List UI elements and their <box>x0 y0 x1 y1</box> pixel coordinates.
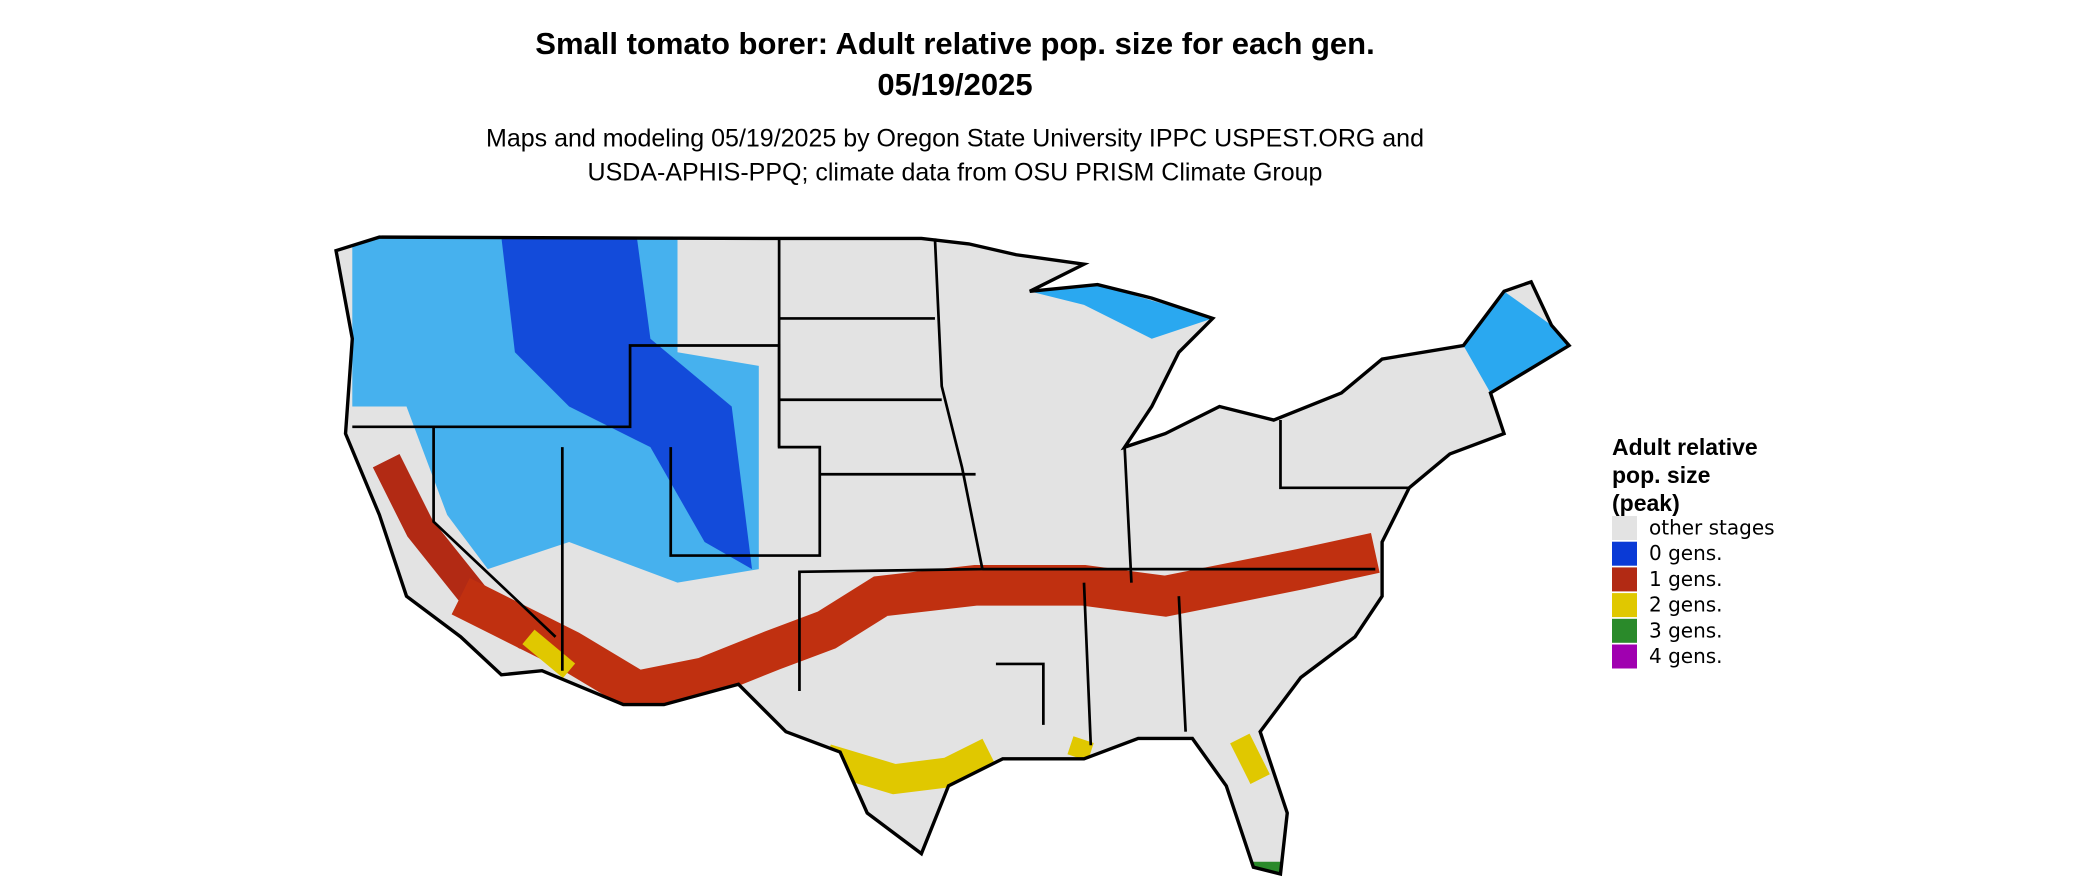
legend-label: 2 gens. <box>1649 593 1723 617</box>
us-map <box>334 235 1571 876</box>
legend-label: 0 gens. <box>1649 541 1723 565</box>
legend-title: pop. size <box>1612 462 1710 488</box>
map-title: Small tomato borer: Adult relative pop. … <box>535 26 1374 61</box>
legend-swatch <box>1612 567 1637 592</box>
legend-swatch <box>1612 618 1637 643</box>
legend-swatch <box>1612 644 1637 669</box>
legend-swatch <box>1612 593 1637 618</box>
legend-label: 3 gens. <box>1649 618 1723 642</box>
subtitle: USDA-APHIS-PPQ; climate data from OSU PR… <box>588 159 1323 187</box>
legend-swatch <box>1612 516 1637 540</box>
subtitle: Maps and modeling 05/19/2025 by Oregon S… <box>486 125 1424 153</box>
legend-title: (peak) <box>1612 490 1680 516</box>
legend-label: 4 gens. <box>1649 644 1723 668</box>
legend-title: Adult relative <box>1612 434 1758 460</box>
legend-label: 1 gens. <box>1649 567 1723 591</box>
legend-label: other stages <box>1649 516 1775 540</box>
legend-swatch <box>1612 541 1637 566</box>
map-date: 05/19/2025 <box>877 67 1032 102</box>
